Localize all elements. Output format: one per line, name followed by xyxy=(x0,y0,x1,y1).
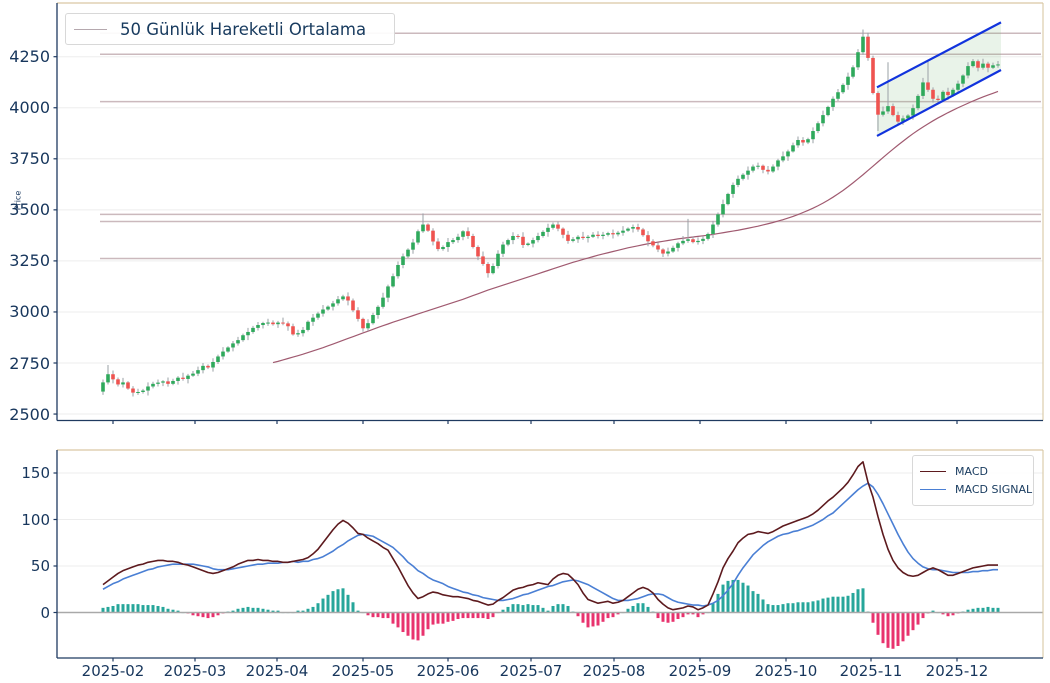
price-ytick-label: 3750 xyxy=(9,149,50,169)
x-tick-label: 2025-12 xyxy=(925,662,989,680)
x-tick-label: 2025-05 xyxy=(331,662,395,680)
x-tick-label: 2025-07 xyxy=(499,662,563,680)
macd-signal-legend-label: MACD SIGNAL xyxy=(955,483,1033,496)
macd-ytick-label: 100 xyxy=(21,510,50,529)
x-tick-label: 2025-06 xyxy=(416,662,480,680)
price-ytick-label: 3000 xyxy=(9,302,50,322)
x-tick-label: 2025-03 xyxy=(163,662,227,680)
macd-line-swatch xyxy=(920,471,946,472)
ma50-legend: 50 Günlük Hareketli Ortalama xyxy=(65,13,395,45)
x-tick-label: 2025-04 xyxy=(245,662,309,680)
macd-ytick-label: 50 xyxy=(30,557,50,575)
macd-signal-line-swatch xyxy=(920,489,946,490)
price-ytick-label: 4000 xyxy=(9,98,50,118)
ma50-legend-line-swatch xyxy=(74,28,107,30)
x-tick-label: 2025-02 xyxy=(81,662,145,680)
macd-ytick-label: 150 xyxy=(21,464,50,482)
macd-signal-legend-row: MACD SIGNAL xyxy=(913,483,1033,496)
x-tick-label: 2025-08 xyxy=(582,662,646,680)
x-tick-label: 2025-11 xyxy=(839,662,903,680)
macd-legend-label: MACD xyxy=(955,465,988,478)
ma50-legend-label: 50 Günlük Hareketli Ortalama xyxy=(120,19,367,39)
x-tick-label: 2025-09 xyxy=(668,662,732,680)
macd-legend-row: MACD xyxy=(913,465,1033,478)
price-ytick-label: 4250 xyxy=(9,47,50,67)
price-ytick-label: 2750 xyxy=(9,353,50,373)
price-ytick-label: 3250 xyxy=(9,251,50,271)
macd-ytick-label: 0 xyxy=(40,603,50,622)
macd-legend: MACD MACD SIGNAL xyxy=(912,455,1034,506)
price-ytick-label: 3500 xyxy=(9,200,50,220)
price-ytick-label: 2500 xyxy=(9,404,50,424)
x-tick-label: 2025-10 xyxy=(754,662,818,680)
